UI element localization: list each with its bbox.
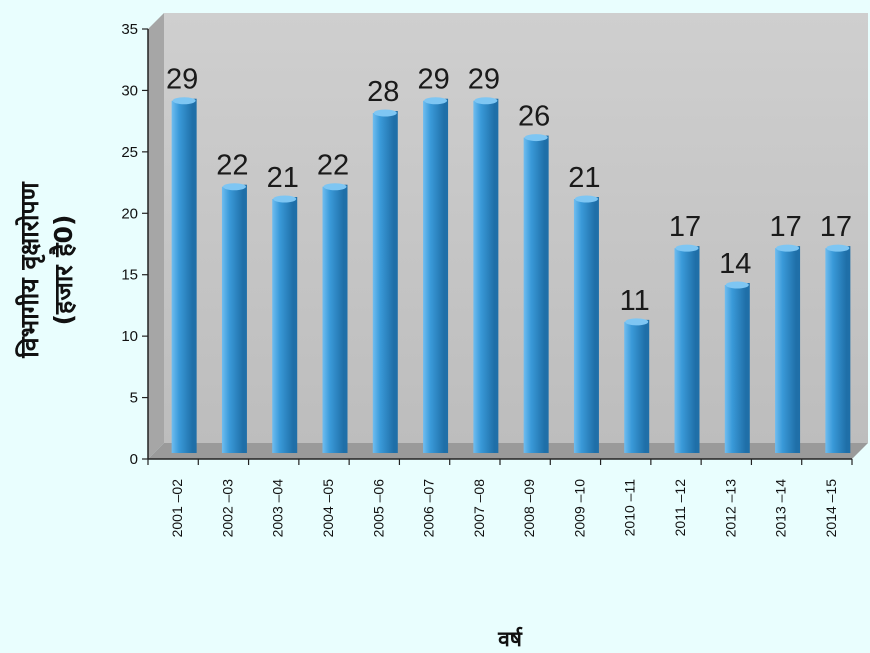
bar [523, 134, 549, 454]
bar-body [473, 100, 495, 453]
bar [423, 97, 449, 453]
bar-top [273, 195, 297, 203]
y-axis-title-line-1: विभागीय वृक्षारोपण [15, 181, 46, 358]
bar-top [625, 318, 649, 326]
x-tick-label: 2010 –11 [622, 479, 638, 537]
plot-floor [148, 443, 868, 459]
bar-top [323, 183, 347, 191]
plot-side-wall [148, 13, 164, 459]
y-tick-label: 25 [121, 144, 138, 161]
plot-back-wall [164, 13, 868, 443]
bar-top [826, 244, 850, 252]
data-label: 29 [468, 64, 500, 96]
data-label: 21 [568, 162, 600, 194]
y-tick-label: 5 [130, 390, 138, 407]
bar-body [825, 248, 847, 453]
y-tick-label: 35 [121, 21, 138, 38]
x-tick-label: 2005 –06 [370, 479, 386, 538]
data-labels: 29 22 21 22 28 29 29 26 21 11 17 14 17 17 [166, 64, 852, 317]
bar [573, 195, 599, 453]
data-label: 17 [669, 211, 701, 243]
bar-series [171, 97, 851, 454]
bar [473, 97, 499, 453]
bar [825, 244, 851, 453]
bar-top [424, 97, 448, 105]
data-label: 11 [620, 285, 650, 317]
y-tick-label: 30 [121, 82, 138, 99]
data-label: 22 [216, 150, 248, 182]
x-tick-label: 2009 –10 [571, 479, 587, 538]
x-tick-label: 2007 –08 [471, 479, 487, 538]
bar-top [524, 134, 548, 142]
y-tick-label: 10 [121, 328, 138, 345]
bar [674, 244, 700, 453]
y-tick-label: 0 [130, 451, 138, 468]
bar-body [724, 285, 746, 453]
bar [322, 183, 348, 453]
bar-body [775, 248, 797, 453]
y-axis-ticks: 0 5 10 15 20 25 30 35 [121, 21, 148, 468]
x-tick-label: 2011 –12 [672, 479, 688, 537]
bar [171, 97, 197, 453]
bar-body [272, 199, 294, 453]
y-tick-label: 15 [121, 267, 138, 284]
data-label: 22 [317, 150, 349, 182]
bar [372, 109, 398, 453]
data-label: 17 [820, 211, 852, 243]
bar-body [523, 137, 545, 454]
bar-top [574, 195, 598, 203]
x-tick-label: 2004 –05 [320, 479, 336, 538]
data-label: 28 [367, 76, 399, 108]
y-axis-title-line-2: (हजार है0) [49, 215, 78, 326]
bar-body [573, 199, 595, 453]
bar-body [221, 186, 243, 453]
bar-body [674, 248, 696, 453]
x-tick-label: 2014 –15 [823, 479, 839, 538]
bar [221, 183, 247, 453]
data-label: 14 [719, 248, 751, 280]
data-label: 29 [417, 64, 449, 96]
bar-top [725, 281, 749, 289]
bar-body [372, 113, 394, 453]
bar-top [172, 97, 196, 105]
bar [724, 281, 750, 453]
data-label: 17 [769, 211, 801, 243]
bar-top [373, 109, 397, 117]
bar-body [171, 100, 193, 453]
data-label: 26 [518, 101, 550, 133]
x-tick-label: 2002 –03 [219, 479, 235, 538]
x-tick-label: 2006 –07 [421, 479, 437, 538]
bar-top [222, 183, 246, 191]
bar-top [474, 97, 498, 105]
x-tick-label: 2003 –04 [270, 479, 286, 538]
x-tick-label: 2008 –09 [521, 479, 537, 538]
bar-top [675, 244, 699, 252]
y-tick-label: 20 [121, 205, 138, 222]
bar [272, 195, 298, 453]
data-label: 21 [267, 162, 299, 194]
x-tick-label: 2013 –14 [773, 479, 789, 538]
x-tick-label: 2012 –13 [722, 479, 738, 538]
bar [624, 318, 650, 453]
bar-body [322, 186, 344, 453]
bar [775, 244, 801, 453]
x-tick-label: 2001 –02 [169, 479, 185, 538]
data-label: 29 [166, 64, 198, 96]
bar-body [624, 321, 646, 453]
x-axis-title: वर्ष [497, 626, 523, 651]
x-axis-ticks: 2001 –02 2002 –03 2003 –04 2004 –05 2005 –06… [147, 459, 853, 538]
bar-body [423, 100, 445, 453]
bar-top [776, 244, 800, 252]
